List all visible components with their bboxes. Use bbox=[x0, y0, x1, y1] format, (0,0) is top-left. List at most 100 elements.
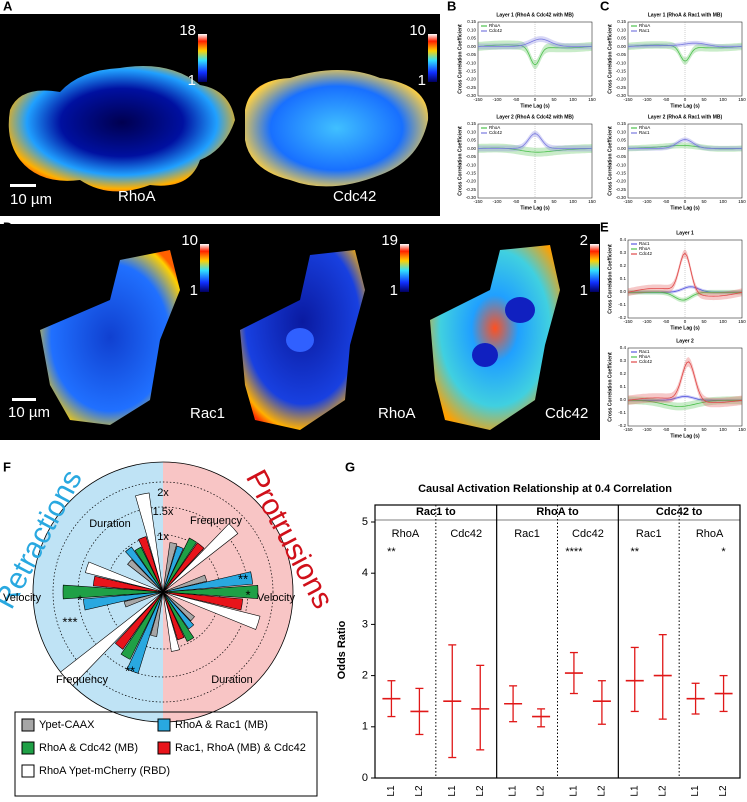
colorbar bbox=[200, 244, 209, 292]
x-axis-label: Time Lag (s) bbox=[670, 433, 700, 439]
y-tick-label: -0.2 bbox=[618, 423, 626, 428]
x-tick-label: -100 bbox=[642, 199, 652, 204]
y-tick-label: -0.2 bbox=[618, 315, 626, 320]
panel-letter: C bbox=[600, 0, 610, 13]
scale-bar bbox=[12, 398, 36, 401]
wedge bbox=[92, 575, 164, 593]
y-tick-label: 0.10 bbox=[467, 27, 476, 32]
x-tick-label: L2 bbox=[657, 785, 668, 797]
wedge bbox=[114, 591, 164, 650]
y-tick-label: -0.10 bbox=[616, 60, 627, 65]
x-tick-label: 150 bbox=[738, 97, 746, 102]
y-tick-label: 0.2 bbox=[620, 371, 627, 376]
y-axis-label: Cross Correlation Coefficient bbox=[607, 24, 613, 94]
group-label: RhoA to bbox=[536, 506, 579, 518]
y-tick-label: 0.05 bbox=[617, 138, 626, 143]
colorbar-max: 19 bbox=[381, 232, 398, 249]
wedge bbox=[135, 492, 164, 593]
wedge bbox=[162, 591, 261, 630]
wedge bbox=[60, 591, 164, 686]
colorbar-min: 1 bbox=[418, 72, 426, 89]
y-tick-label: -0.05 bbox=[616, 154, 627, 159]
nucleus bbox=[286, 328, 314, 352]
x-tick-label: 50 bbox=[701, 319, 707, 324]
x-tick-label: -50 bbox=[513, 97, 520, 102]
x-tick-label: L2 bbox=[475, 785, 486, 797]
legend-label: Rac1, RhoA (MB) & Cdc42 bbox=[175, 742, 306, 754]
x-tick-label: -150 bbox=[623, 97, 633, 102]
y-tick-label: 0.00 bbox=[617, 44, 626, 49]
colorbar-max: 2 bbox=[580, 232, 588, 249]
y-tick-label: -0.25 bbox=[466, 187, 477, 192]
colorbar bbox=[198, 34, 207, 82]
x-tick-label: -100 bbox=[492, 199, 502, 204]
y-tick-label: 0.15 bbox=[617, 19, 626, 24]
x-tick-label: 150 bbox=[738, 319, 746, 324]
significance: ** bbox=[387, 546, 396, 558]
confidence-band bbox=[628, 289, 742, 303]
y-tick-label: -0.10 bbox=[466, 162, 477, 167]
y-tick-label: 0.0 bbox=[620, 289, 627, 294]
colorbar-min: 1 bbox=[580, 282, 588, 299]
legend-swatch bbox=[21, 764, 35, 778]
wedge bbox=[162, 591, 180, 652]
legend-label: Cdc42 bbox=[489, 28, 503, 33]
confidence-band bbox=[628, 142, 742, 152]
legend-label: Cdc42 bbox=[639, 251, 653, 256]
panel-letter: D bbox=[3, 219, 12, 234]
x-tick-label: -150 bbox=[473, 199, 483, 204]
legend-label: RhoA bbox=[639, 23, 650, 28]
legend-swatch bbox=[21, 741, 35, 755]
scale-label: 10 µm bbox=[8, 404, 50, 421]
x-tick-label: -150 bbox=[623, 199, 633, 204]
panel-letter: B bbox=[447, 0, 456, 13]
sub-label: Rac1 bbox=[636, 528, 662, 540]
y-tick-label: -0.05 bbox=[616, 52, 627, 57]
y-tick-label: -0.25 bbox=[616, 187, 627, 192]
x-tick-label: 0 bbox=[684, 199, 687, 204]
y-tick-label: 0.15 bbox=[467, 19, 476, 24]
wedge bbox=[126, 591, 164, 674]
plot-title: Layer 1 (RhoA & Cdc42 with MB) bbox=[496, 12, 574, 18]
wedge bbox=[162, 571, 253, 593]
y-tick-label: 0.10 bbox=[617, 129, 626, 134]
confidence-band bbox=[628, 40, 742, 49]
x-tick-label: -50 bbox=[663, 199, 670, 204]
wedge bbox=[162, 591, 185, 641]
cell-name: RhoA bbox=[378, 405, 416, 422]
category-label: Frequency bbox=[190, 515, 242, 527]
category-label: Duration bbox=[211, 674, 253, 686]
x-tick-label: 100 bbox=[569, 97, 577, 102]
legend-label: RhoA bbox=[489, 23, 500, 28]
y-tick-label: 0 bbox=[362, 772, 368, 784]
x-tick-label: -50 bbox=[663, 319, 670, 324]
y-tick-label: -0.30 bbox=[466, 195, 477, 200]
x-tick-label: 50 bbox=[701, 427, 707, 432]
legend-label: RhoA bbox=[639, 246, 650, 251]
y-tick-label: -0.20 bbox=[616, 77, 627, 82]
wedge bbox=[162, 591, 195, 630]
plot-title: Layer 1 bbox=[676, 230, 694, 236]
x-tick-label: 100 bbox=[719, 97, 727, 102]
colorbar bbox=[400, 244, 409, 292]
wedge bbox=[162, 574, 208, 593]
ring-label: 1x bbox=[157, 531, 169, 543]
y-tick-label: -0.25 bbox=[466, 85, 477, 90]
wedge bbox=[82, 591, 164, 611]
y-tick-label: -0.15 bbox=[616, 171, 627, 176]
y-tick-label: 5 bbox=[362, 516, 368, 528]
wedge bbox=[162, 542, 205, 593]
colorbar-min: 1 bbox=[188, 72, 196, 89]
y-tick-label: -0.30 bbox=[616, 93, 627, 98]
x-axis-label: Time Lag (s) bbox=[520, 103, 550, 109]
scale-label: 10 µm bbox=[10, 191, 52, 208]
y-axis-label: Cross Correlation Coefficient bbox=[457, 126, 463, 196]
y-tick-label: 0.1 bbox=[620, 384, 627, 389]
x-tick-label: -100 bbox=[642, 427, 652, 432]
x-tick-label: 100 bbox=[719, 427, 727, 432]
y-tick-label: 3 bbox=[362, 618, 368, 630]
cell bbox=[245, 70, 429, 187]
y-axis-label: Cross Correlation Coefficient bbox=[457, 24, 463, 94]
legend-swatch bbox=[157, 718, 171, 732]
x-tick-label: -150 bbox=[623, 427, 633, 432]
